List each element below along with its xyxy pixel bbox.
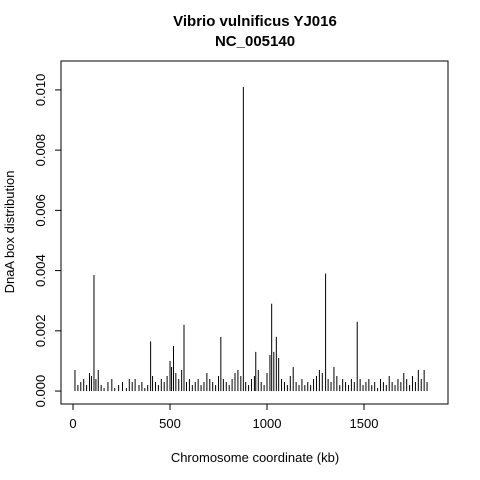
y-tick-label: 0.002 — [33, 315, 48, 348]
chart-subtitle: NC_005140 — [215, 33, 295, 50]
y-axis-label: DnaA box distribution — [2, 171, 17, 294]
x-tick-label: 1000 — [253, 416, 282, 431]
x-tick-label: 500 — [159, 416, 181, 431]
y-tick-label: 0.004 — [33, 254, 48, 287]
x-tick-label: 1500 — [350, 416, 379, 431]
x-axis-label: Chromosome coordinate (kb) — [171, 450, 339, 465]
chart-title: Vibrio vulnificus YJ016 — [173, 13, 337, 30]
y-tick-label: 0.000 — [33, 375, 48, 408]
plot-frame — [60, 60, 449, 405]
x-tick-label: 0 — [69, 416, 76, 431]
y-tick-label: 0.008 — [33, 134, 48, 167]
y-tick-label: 0.006 — [33, 194, 48, 227]
y-tick-label: 0.010 — [33, 74, 48, 107]
